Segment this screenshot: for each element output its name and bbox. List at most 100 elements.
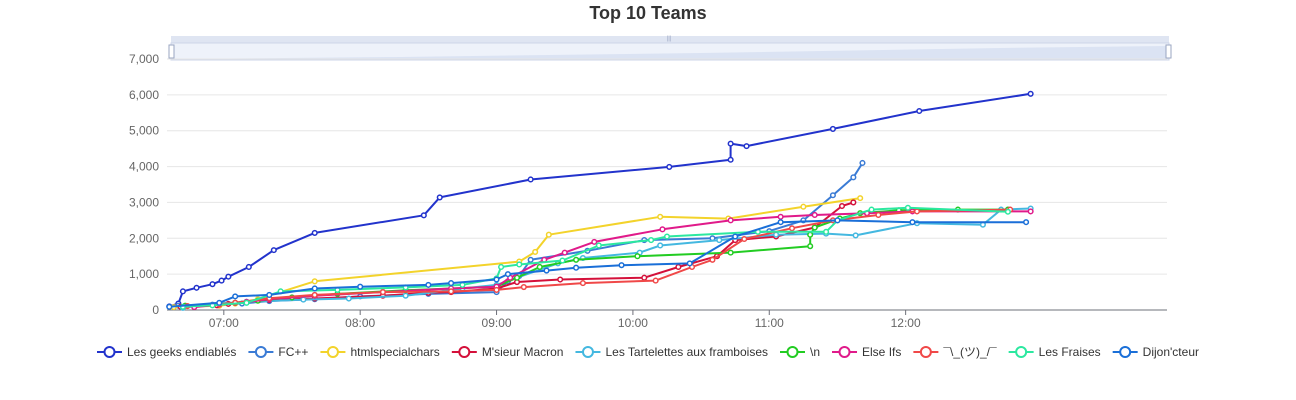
data-point[interactable] <box>811 224 818 231</box>
data-point[interactable] <box>823 228 830 235</box>
data-point[interactable] <box>868 206 875 213</box>
zoom-slider-right-handle[interactable] <box>1165 44 1172 59</box>
data-point[interactable] <box>448 280 455 287</box>
data-point[interactable] <box>557 276 564 283</box>
data-point[interactable] <box>218 277 225 284</box>
series-group[interactable] <box>166 217 1030 310</box>
data-point[interactable] <box>527 176 534 183</box>
series-line[interactable] <box>169 219 1027 308</box>
legend-item[interactable]: Les Fraises <box>1008 345 1101 359</box>
data-point[interactable] <box>838 202 846 210</box>
data-point[interactable] <box>527 256 534 263</box>
data-point[interactable] <box>834 217 841 224</box>
data-point[interactable] <box>420 212 427 219</box>
series-group[interactable] <box>166 90 1034 310</box>
data-point[interactable] <box>659 226 666 233</box>
series-line[interactable] <box>173 197 861 309</box>
data-point[interactable] <box>727 217 734 224</box>
data-point[interactable] <box>727 249 734 256</box>
data-point[interactable] <box>532 248 539 255</box>
data-point[interactable] <box>516 261 523 268</box>
data-point[interactable] <box>727 140 734 147</box>
data-point[interactable] <box>829 192 836 199</box>
legend-item[interactable]: htmlspecialchars <box>320 345 440 359</box>
data-point[interactable] <box>829 125 836 132</box>
data-point[interactable] <box>498 263 505 271</box>
data-point[interactable] <box>743 143 750 150</box>
data-point[interactable] <box>777 219 784 226</box>
zoom-slider-left-handle[interactable] <box>168 44 175 59</box>
data-point[interactable] <box>520 284 527 291</box>
zoom-slider-grip-icon[interactable]: ||| <box>667 36 672 42</box>
data-point[interactable] <box>448 288 455 295</box>
data-point[interactable] <box>666 163 673 170</box>
data-point[interactable] <box>727 156 734 163</box>
data-point[interactable] <box>595 242 602 249</box>
data-point[interactable] <box>652 277 659 284</box>
data-point[interactable] <box>266 291 273 298</box>
data-point[interactable] <box>300 296 307 303</box>
legend-item[interactable]: Les Tartelettes aux framboises <box>575 345 768 359</box>
data-point[interactable] <box>657 242 664 249</box>
legend-item[interactable]: M'sieur Macron <box>451 345 564 359</box>
data-point[interactable] <box>243 299 250 306</box>
data-point[interactable] <box>777 213 784 220</box>
data-point[interactable] <box>193 284 200 291</box>
data-point[interactable] <box>807 231 814 238</box>
data-point[interactable] <box>216 299 223 306</box>
legend-item[interactable]: ¯\_(ツ)_/¯ <box>913 345 997 359</box>
legend-item[interactable]: Les geeks endiablés <box>97 345 236 359</box>
legend-item[interactable]: FC++ <box>248 345 308 359</box>
data-point[interactable] <box>545 231 552 238</box>
data-point[interactable] <box>561 249 568 256</box>
data-point[interactable] <box>788 225 796 232</box>
data-point[interactable] <box>663 233 671 240</box>
data-point[interactable] <box>436 194 443 201</box>
data-point[interactable] <box>675 263 682 271</box>
data-point[interactable] <box>493 286 500 293</box>
legend-item[interactable]: Dijon'cteur <box>1112 345 1199 359</box>
series-line[interactable] <box>178 162 864 307</box>
data-point[interactable] <box>875 211 882 219</box>
data-point[interactable] <box>811 211 818 219</box>
data-point[interactable] <box>543 267 550 274</box>
zoom-slider[interactable]: ||| <box>168 36 1172 61</box>
data-point[interactable] <box>232 293 239 300</box>
data-point[interactable] <box>270 247 277 254</box>
data-point[interactable] <box>732 233 739 240</box>
data-point[interactable] <box>634 253 641 260</box>
data-point[interactable] <box>166 303 173 310</box>
data-point[interactable] <box>686 260 693 267</box>
data-point[interactable] <box>357 283 364 290</box>
data-point[interactable] <box>402 292 409 299</box>
data-point[interactable] <box>536 263 543 271</box>
data-point[interactable] <box>850 174 857 181</box>
data-point[interactable] <box>904 204 911 211</box>
data-point[interactable] <box>573 256 580 263</box>
series-line[interactable] <box>182 207 1031 309</box>
legend-item[interactable]: Else Ifs <box>832 345 901 359</box>
data-point[interactable] <box>513 274 521 281</box>
zoom-slider-top-bar[interactable] <box>171 36 1169 43</box>
data-point[interactable] <box>859 159 866 167</box>
data-point[interactable] <box>573 264 580 271</box>
data-point[interactable] <box>311 278 318 285</box>
data-point[interactable] <box>591 238 598 245</box>
data-point[interactable] <box>379 289 386 296</box>
data-point[interactable] <box>493 276 500 283</box>
data-point[interactable] <box>657 213 664 220</box>
data-point[interactable] <box>345 295 352 302</box>
data-point[interactable] <box>579 280 586 287</box>
data-point[interactable] <box>850 199 857 206</box>
data-point[interactable] <box>618 262 625 269</box>
data-point[interactable] <box>179 288 186 295</box>
data-point[interactable] <box>425 281 432 288</box>
data-point[interactable] <box>225 273 232 280</box>
data-point[interactable] <box>852 232 859 239</box>
data-point[interactable] <box>916 107 923 115</box>
data-point[interactable] <box>1023 219 1030 226</box>
data-point[interactable] <box>1027 90 1034 97</box>
data-point[interactable] <box>807 243 814 250</box>
legend-item[interactable]: \n <box>780 345 820 359</box>
data-point[interactable] <box>648 237 655 244</box>
